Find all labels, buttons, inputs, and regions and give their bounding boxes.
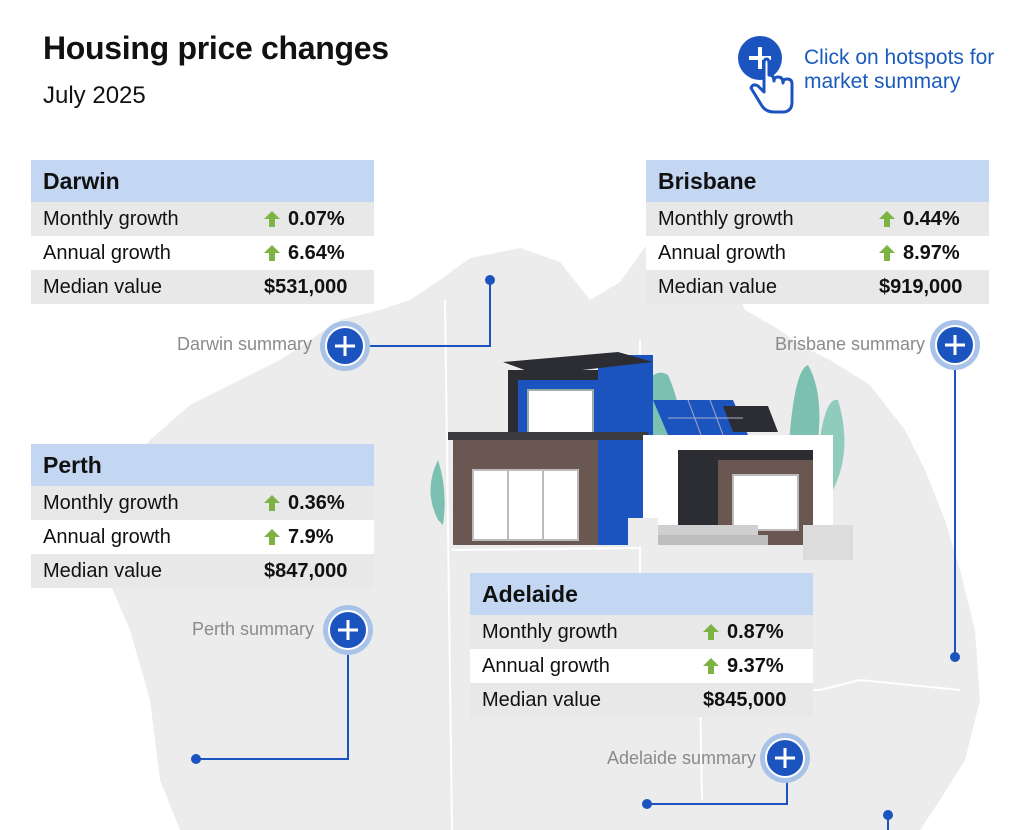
brisbane-monthly-value: 0.44% xyxy=(879,208,989,231)
adelaide-endpoint xyxy=(642,799,652,809)
perth-summary-label: Perth summary xyxy=(191,619,314,639)
adelaide-summary-label: Adelaide summary xyxy=(606,748,756,768)
brisbane-annual-value: 8.97% xyxy=(879,242,989,265)
brisbane-summary-button[interactable] xyxy=(930,320,980,370)
perth-annual-value: 7.9% xyxy=(264,526,374,549)
darwin-summary-button[interactable] xyxy=(320,321,370,371)
arrow-up-icon xyxy=(264,495,280,511)
adelaide-card-title: Adelaide xyxy=(470,573,813,615)
adelaide-annual-value: 9.37% xyxy=(703,655,813,678)
adelaide-summary-button[interactable] xyxy=(760,733,810,783)
perth-card-title: Perth xyxy=(31,444,374,486)
annual-growth-label: Annual growth xyxy=(43,241,171,264)
arrow-up-icon xyxy=(879,245,895,261)
brisbane-monthly-text: 0.44% xyxy=(903,207,960,230)
darwin-connector xyxy=(370,280,491,347)
hand-pointer-plus-icon xyxy=(738,36,794,114)
darwin-card: Darwin Monthly growth 0.07% Annual growt… xyxy=(31,160,374,304)
darwin-endpoint xyxy=(485,275,495,285)
darwin-monthly-value: 0.07% xyxy=(264,208,374,231)
brisbane-card-title: Brisbane xyxy=(646,160,989,202)
adelaide-annual-text: 9.37% xyxy=(727,654,784,677)
adelaide-monthly-value: 0.87% xyxy=(703,621,813,644)
perth-card: Perth Monthly growth 0.36% Annual growth… xyxy=(31,444,374,588)
brisbane-median-row: Median value $919,000 xyxy=(646,270,989,304)
adelaide-connector xyxy=(647,780,788,805)
brisbane-summary-label: Brisbane summary xyxy=(774,334,925,354)
brisbane-annual-text: 8.97% xyxy=(903,241,960,264)
adelaide-median-row: Median value $845,000 xyxy=(470,683,813,717)
brisbane-median-value: $919,000 xyxy=(879,275,963,298)
darwin-median-row: Median value $531,000 xyxy=(31,270,374,304)
adelaide-monthly-text: 0.87% xyxy=(727,620,784,643)
brisbane-annual-row: Annual growth 8.97% xyxy=(646,236,989,270)
perth-summary-button[interactable] xyxy=(323,605,373,655)
adelaide-annual-row: Annual growth 9.37% xyxy=(470,649,813,683)
state-border-wa xyxy=(444,299,453,830)
state-border-nt-sa xyxy=(451,547,641,551)
arrow-up-icon xyxy=(703,658,719,674)
median-value-label: Median value xyxy=(482,688,601,711)
plus-circle-icon xyxy=(935,325,975,365)
median-value-label: Median value xyxy=(43,275,162,298)
arrow-up-icon xyxy=(264,211,280,227)
plus-circle-icon xyxy=(765,738,805,778)
arrow-up-icon xyxy=(264,529,280,545)
darwin-monthly-row: Monthly growth 0.07% xyxy=(31,202,374,236)
monthly-growth-label: Monthly growth xyxy=(482,620,618,643)
brisbane-endpoint xyxy=(950,652,960,662)
perth-monthly-text: 0.36% xyxy=(288,491,345,514)
perth-annual-row: Annual growth 7.9% xyxy=(31,520,374,554)
adelaide-median-value: $845,000 xyxy=(703,688,787,711)
adelaide-card: Adelaide Monthly growth 0.87% Annual gro… xyxy=(470,573,813,717)
monthly-growth-label: Monthly growth xyxy=(43,491,179,514)
darwin-annual-text: 6.64% xyxy=(288,241,345,264)
adelaide-monthly-row: Monthly growth 0.87% xyxy=(470,615,813,649)
hotspot-hint: Click on hotspots for market summary xyxy=(736,34,1016,118)
annual-growth-label: Annual growth xyxy=(43,525,171,548)
darwin-summary-label: Darwin summary xyxy=(176,334,312,354)
annual-growth-label: Annual growth xyxy=(482,654,610,677)
page-subtitle: July 2025 xyxy=(43,82,146,109)
arrow-up-icon xyxy=(703,624,719,640)
darwin-card-title: Darwin xyxy=(31,160,374,202)
monthly-growth-label: Monthly growth xyxy=(658,207,794,230)
sydney-endpoint xyxy=(883,810,893,820)
brisbane-card: Brisbane Monthly growth 0.44% Annual gro… xyxy=(646,160,989,304)
median-value-label: Median value xyxy=(658,275,777,298)
monthly-growth-label: Monthly growth xyxy=(43,207,179,230)
brisbane-monthly-row: Monthly growth 0.44% xyxy=(646,202,989,236)
arrow-up-icon xyxy=(879,211,895,227)
plus-circle-icon xyxy=(328,610,368,650)
page-title: Housing price changes xyxy=(43,30,389,66)
hint-text: Click on hotspots for market summary xyxy=(804,46,995,93)
house-illustration xyxy=(430,352,853,560)
perth-connector xyxy=(196,654,349,760)
perth-median-value: $847,000 xyxy=(264,559,348,582)
darwin-annual-value: 6.64% xyxy=(264,242,374,265)
perth-annual-text: 7.9% xyxy=(288,525,334,548)
annual-growth-label: Annual growth xyxy=(658,241,786,264)
perth-endpoint xyxy=(191,754,201,764)
arrow-up-icon xyxy=(264,245,280,261)
perth-median-row: Median value $847,000 xyxy=(31,554,374,588)
plus-circle-icon xyxy=(325,326,365,366)
perth-monthly-row: Monthly growth 0.36% xyxy=(31,486,374,520)
darwin-annual-row: Annual growth 6.64% xyxy=(31,236,374,270)
perth-monthly-value: 0.36% xyxy=(264,492,374,515)
darwin-monthly-text: 0.07% xyxy=(288,207,345,230)
median-value-label: Median value xyxy=(43,559,162,582)
darwin-median-value: $531,000 xyxy=(264,275,348,298)
